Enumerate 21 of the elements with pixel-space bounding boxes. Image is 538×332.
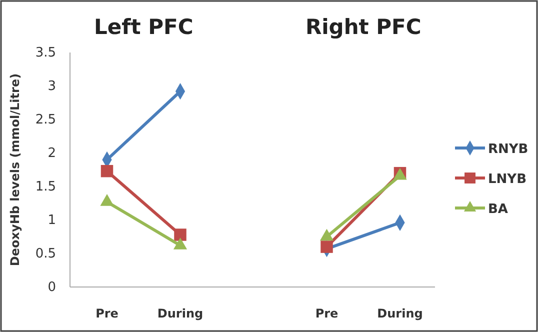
legend-label: RNYB: [488, 142, 528, 157]
text: Left PFC: [94, 15, 194, 39]
y-tick-label: 3: [48, 79, 56, 94]
x-tick-label: Pre: [315, 306, 338, 321]
point: [174, 228, 186, 241]
y-tick-label: 3.5: [35, 46, 56, 61]
y-tick-label: 0.5: [35, 246, 56, 262]
y-tick-label: 0: [48, 280, 56, 296]
point: [320, 240, 333, 253]
legend-label: LNYB: [488, 172, 526, 187]
x-tick-label: During: [157, 306, 204, 321]
y-tick-label: 2.5: [35, 112, 56, 128]
text: Right PFC: [305, 15, 422, 39]
y-tick-label: 1.5: [35, 180, 56, 195]
y-tick-label: 2: [48, 146, 56, 162]
point: [100, 164, 114, 178]
legend-label: BA: [488, 202, 508, 217]
y-axis-title: DeoxyHb levels (mmol/Litre): [8, 73, 22, 266]
x-tick-label: During: [377, 306, 423, 321]
x-tick-label: Pre: [96, 306, 118, 321]
y-tick-label: 1: [48, 213, 56, 228]
